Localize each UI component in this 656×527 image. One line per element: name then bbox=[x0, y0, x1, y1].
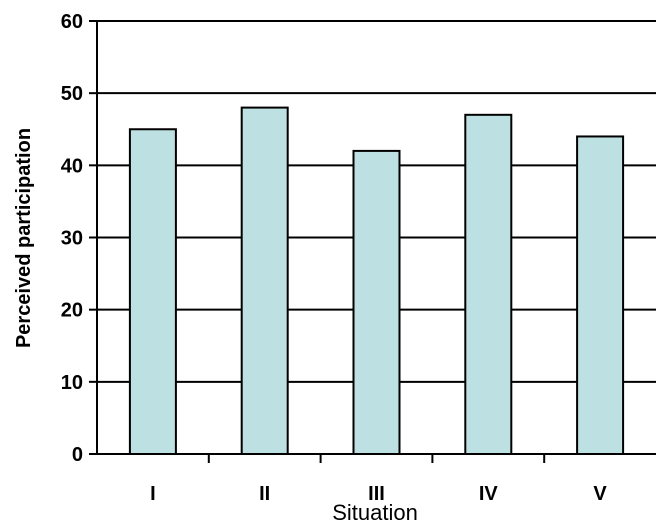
y-tick-label: 10 bbox=[61, 372, 83, 394]
bar-IV bbox=[464, 113, 513, 455]
bars bbox=[128, 106, 625, 455]
y-tick-label: 40 bbox=[61, 155, 83, 177]
y-tick-label: 60 bbox=[61, 11, 83, 33]
x-tick-label: II bbox=[259, 483, 270, 505]
x-tick-labels: I II III IV V bbox=[150, 483, 607, 505]
y-tick-labels: 0 10 20 30 40 50 60 bbox=[61, 11, 83, 466]
x-axis-title: Situation bbox=[332, 500, 418, 525]
x-tick-label: IV bbox=[479, 483, 499, 505]
axes bbox=[89, 20, 656, 463]
y-tick-label: 0 bbox=[72, 444, 83, 466]
y-tick-label: 50 bbox=[61, 83, 83, 105]
x-tick-label: III bbox=[368, 483, 385, 505]
bar-II bbox=[240, 106, 289, 455]
bar-III bbox=[352, 149, 401, 455]
y-axis-title: Perceived participation bbox=[13, 128, 35, 348]
bar-I bbox=[128, 128, 177, 455]
bar-V bbox=[576, 135, 625, 455]
x-tick-label: I bbox=[150, 483, 156, 505]
y-tick-label: 30 bbox=[61, 228, 83, 250]
x-tick-label: V bbox=[593, 483, 607, 505]
y-tick-label: 20 bbox=[61, 300, 83, 322]
